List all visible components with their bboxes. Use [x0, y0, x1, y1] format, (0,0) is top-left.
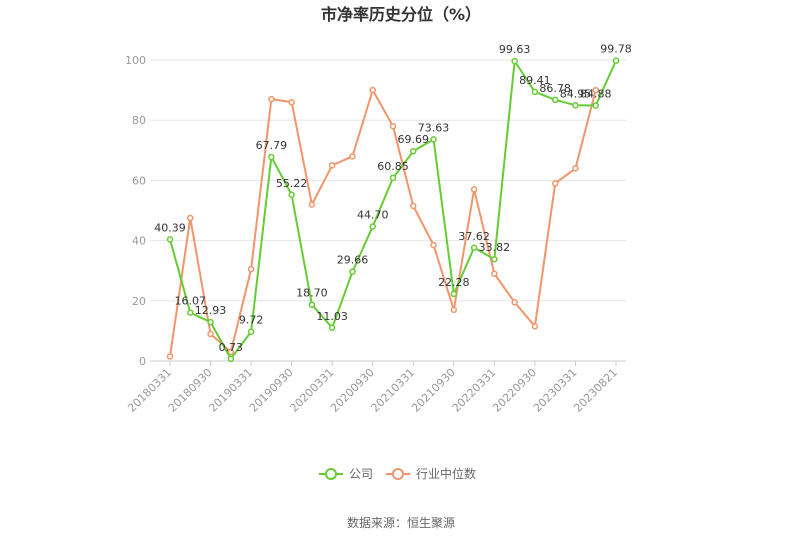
industry-point[interactable]: [572, 165, 579, 172]
data-label: 99.63: [499, 43, 531, 56]
industry-point[interactable]: [288, 98, 295, 106]
data-label: 11.03: [316, 310, 348, 323]
industry-point[interactable]: [592, 86, 599, 94]
company-point[interactable]: [369, 223, 376, 230]
data-label: 40.39: [154, 221, 186, 234]
data-label: 33.82: [479, 241, 511, 254]
industry-point[interactable]: [166, 353, 174, 360]
legend-company-label: 公司: [349, 467, 373, 481]
company-point[interactable]: [511, 57, 518, 65]
data-label: 18.70: [296, 287, 328, 300]
company-point[interactable]: [592, 102, 599, 109]
company-point[interactable]: [187, 309, 194, 316]
y-axis: 0 20 40 60 80 100: [125, 54, 146, 368]
data-label: 0.73: [219, 341, 244, 354]
legend-industry-marker-icon: [392, 468, 404, 480]
y-tick-label: 100: [125, 54, 146, 67]
company-point[interactable]: [268, 153, 275, 161]
company-point[interactable]: [470, 244, 478, 252]
industry-point[interactable]: [430, 241, 437, 249]
chart-title: 市净率历史分位（%）: [321, 5, 481, 24]
legend-item-industry-median[interactable]: 行业中位数: [386, 466, 476, 481]
company-point[interactable]: [288, 191, 295, 199]
company-point[interactable]: [389, 174, 397, 182]
x-axis: 2018033120180930201903312019093020200331…: [125, 360, 626, 415]
data-label: 89.41: [519, 74, 551, 87]
company-point[interactable]: [612, 57, 620, 64]
industry-point[interactable]: [551, 180, 559, 187]
industry-point[interactable]: [268, 95, 275, 103]
series-line-company: [169, 58, 617, 361]
x-tick-label: 20230821: [571, 366, 620, 415]
y-tick-label: 80: [132, 114, 146, 127]
industry-point[interactable]: [207, 330, 214, 338]
legend-industry-label: 行业中位数: [416, 466, 476, 481]
data-label: 37.62: [458, 230, 490, 243]
company-point[interactable]: [308, 301, 316, 308]
data-label: 73.63: [418, 121, 450, 134]
industry-point[interactable]: [308, 201, 316, 208]
data-label: 44.70: [357, 208, 389, 221]
legend[interactable]: 公司 行业中位数: [319, 466, 476, 481]
industry-point[interactable]: [531, 323, 539, 330]
company-point[interactable]: [349, 268, 356, 275]
company-point[interactable]: [247, 328, 255, 335]
series-line-industry: [169, 87, 597, 357]
industry-point[interactable]: [470, 186, 478, 193]
data-label: 84.88: [580, 88, 612, 101]
company-point[interactable]: [207, 318, 214, 326]
company-point[interactable]: [491, 255, 498, 263]
y-tick-label: 40: [132, 235, 146, 248]
data-label: 55.22: [276, 177, 308, 190]
company-point[interactable]: [450, 290, 458, 298]
data-source: 数据来源：恒生聚源: [347, 515, 455, 530]
data-label: 69.69: [398, 133, 430, 146]
data-label: 84.95: [560, 87, 592, 100]
industry-point[interactable]: [247, 265, 255, 273]
data-label: 60.85: [377, 160, 409, 173]
legend-item-company[interactable]: 公司: [319, 467, 373, 481]
data-label: 99.78: [600, 43, 632, 56]
company-point[interactable]: [551, 96, 559, 104]
industry-point[interactable]: [511, 299, 518, 306]
y-tick-label: 0: [139, 355, 146, 368]
legend-company-marker-icon: [325, 468, 337, 480]
data-label: 29.66: [337, 254, 369, 267]
data-label: 67.79: [256, 139, 288, 152]
company-point[interactable]: [430, 136, 437, 143]
company-point[interactable]: [328, 324, 336, 332]
industry-point[interactable]: [389, 122, 397, 130]
data-label: 16.07: [175, 295, 207, 308]
data-label: 12.93: [195, 304, 227, 317]
company-point[interactable]: [227, 355, 235, 363]
series-layer: [166, 57, 620, 363]
industry-point[interactable]: [450, 306, 458, 314]
company-point[interactable]: [166, 236, 174, 243]
y-tick-label: 20: [132, 295, 146, 308]
industry-point[interactable]: [328, 162, 336, 169]
industry-point[interactable]: [349, 153, 356, 160]
industry-point[interactable]: [491, 270, 498, 277]
company-point[interactable]: [410, 147, 417, 155]
data-label: 22.28: [438, 276, 470, 289]
industry-point[interactable]: [410, 202, 417, 210]
data-label: 86.78: [539, 82, 571, 95]
industry-point[interactable]: [227, 348, 235, 356]
data-label: 9.72: [239, 314, 264, 327]
industry-point[interactable]: [369, 86, 376, 94]
industry-point[interactable]: [187, 214, 194, 222]
company-point[interactable]: [531, 88, 539, 96]
company-point[interactable]: [572, 102, 579, 109]
y-tick-label: 60: [132, 174, 146, 187]
